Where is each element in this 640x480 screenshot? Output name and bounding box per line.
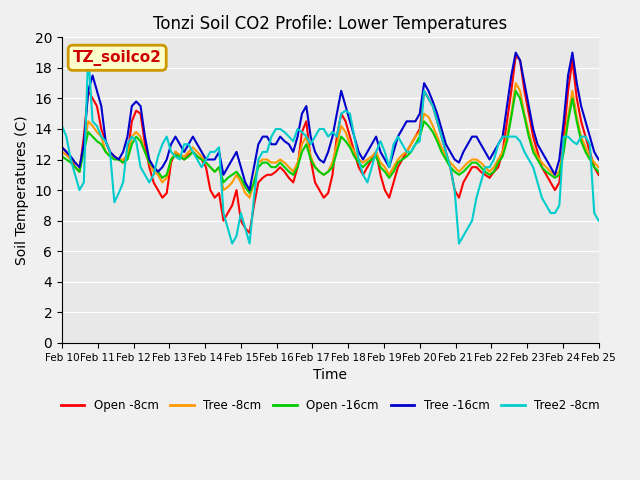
Tree -8cm	[215, 164, 223, 170]
Tree -16cm	[512, 50, 520, 56]
Line: Tree -16cm: Tree -16cm	[62, 53, 598, 190]
Tree2 -8cm	[163, 134, 171, 140]
Open -8cm	[372, 149, 380, 155]
Text: TZ_soilco2: TZ_soilco2	[73, 50, 162, 66]
Tree -8cm	[595, 164, 602, 170]
Tree2 -8cm	[97, 134, 105, 140]
Open -16cm	[63, 156, 70, 162]
Tree2 -8cm	[303, 134, 310, 140]
Line: Tree -8cm: Tree -8cm	[62, 83, 598, 198]
Tree -16cm	[63, 149, 70, 155]
Tree -8cm	[372, 149, 380, 155]
Open -8cm	[58, 144, 66, 150]
Open -8cm	[298, 129, 306, 135]
Tree2 -8cm	[376, 138, 384, 144]
Tree2 -8cm	[220, 210, 227, 216]
Open -8cm	[63, 149, 70, 155]
Tree2 -8cm	[84, 50, 92, 56]
Open -16cm	[512, 88, 520, 94]
Tree -8cm	[159, 180, 166, 185]
X-axis label: Time: Time	[314, 368, 348, 382]
Tree -16cm	[93, 88, 100, 94]
Open -16cm	[595, 169, 602, 175]
Open -16cm	[215, 164, 223, 170]
Open -8cm	[159, 195, 166, 201]
Tree -16cm	[159, 164, 166, 170]
Tree -16cm	[215, 149, 223, 155]
Legend: Open -8cm, Tree -8cm, Open -16cm, Tree -16cm, Tree2 -8cm: Open -8cm, Tree -8cm, Open -16cm, Tree -…	[56, 395, 605, 417]
Open -8cm	[512, 53, 520, 59]
Tree2 -8cm	[228, 240, 236, 246]
Line: Tree2 -8cm: Tree2 -8cm	[62, 53, 598, 243]
Open -8cm	[595, 172, 602, 178]
Open -16cm	[58, 154, 66, 159]
Tree -8cm	[63, 152, 70, 158]
Tree -16cm	[372, 134, 380, 140]
Open -8cm	[215, 190, 223, 196]
Y-axis label: Soil Temperatures (C): Soil Temperatures (C)	[15, 115, 29, 265]
Open -16cm	[298, 149, 306, 155]
Tree -16cm	[595, 156, 602, 162]
Tree -8cm	[512, 80, 520, 86]
Tree -8cm	[298, 142, 306, 147]
Tree2 -8cm	[595, 218, 602, 224]
Title: Tonzi Soil CO2 Profile: Lower Temperatures: Tonzi Soil CO2 Profile: Lower Temperatur…	[153, 15, 508, 33]
Line: Open -16cm: Open -16cm	[62, 91, 598, 193]
Open -16cm	[159, 175, 166, 181]
Open -16cm	[372, 154, 380, 159]
Tree -16cm	[58, 144, 66, 150]
Tree2 -8cm	[63, 134, 70, 140]
Tree -16cm	[246, 187, 253, 193]
Open -16cm	[93, 138, 100, 144]
Tree -8cm	[58, 149, 66, 155]
Tree -8cm	[246, 195, 253, 201]
Tree -16cm	[298, 111, 306, 117]
Open -16cm	[246, 190, 253, 196]
Tree2 -8cm	[58, 123, 66, 129]
Tree -8cm	[93, 129, 100, 135]
Open -8cm	[93, 103, 100, 109]
Line: Open -8cm: Open -8cm	[62, 56, 598, 233]
Open -8cm	[246, 230, 253, 236]
